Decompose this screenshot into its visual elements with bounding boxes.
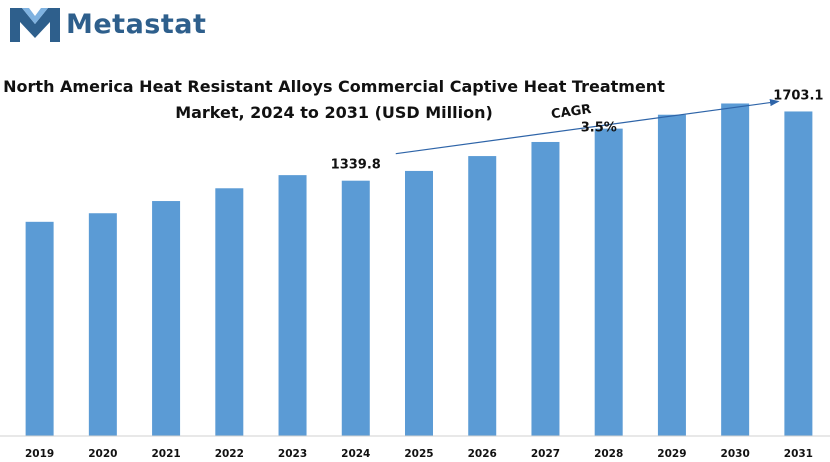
bar-2030 — [721, 103, 750, 436]
bar-2019 — [25, 221, 54, 436]
chart-title-line-2: Market, 2024 to 2031 (USD Million) — [175, 103, 493, 122]
bar-2028 — [594, 128, 623, 436]
bar-2027 — [531, 141, 560, 436]
x-tick-2023: 2023 — [278, 448, 307, 460]
bar-2029 — [657, 114, 686, 437]
x-tick-2028: 2028 — [594, 448, 623, 460]
chart-title: North America Heat Resistant Alloys Comm… — [0, 74, 668, 126]
x-tick-2026: 2026 — [468, 448, 497, 460]
data-label-2024: 1339.8 — [331, 158, 381, 173]
brand-name: Metastat — [66, 8, 207, 40]
x-tick-labels: 2019 2020 2021 2022 2023 2024 2025 2026 2027 2028… — [25, 448, 813, 460]
x-tick-2021: 2021 — [151, 448, 180, 460]
x-tick-2031: 2031 — [784, 448, 813, 460]
x-tick-2019: 2019 — [25, 448, 54, 460]
x-tick-2030: 2030 — [721, 448, 750, 460]
cagr-label: CAGR — [550, 102, 592, 122]
bar-2024 — [341, 180, 370, 436]
cagr-value: 3.5% — [581, 121, 617, 136]
bars-group — [25, 103, 813, 437]
x-tick-2024: 2024 — [341, 448, 370, 460]
x-tick-2027: 2027 — [531, 448, 560, 460]
bar-2031 — [784, 111, 813, 436]
brand-logo: Metastat — [8, 4, 206, 44]
x-tick-2029: 2029 — [657, 448, 686, 460]
bar-2022 — [215, 188, 244, 436]
x-tick-2025: 2025 — [404, 448, 433, 460]
x-tick-2020: 2020 — [88, 448, 117, 460]
bar-2023 — [278, 175, 307, 436]
data-labels: 1339.8 1703.1 — [331, 88, 824, 172]
x-tick-2022: 2022 — [215, 448, 244, 460]
bar-2020 — [88, 213, 117, 436]
bar-2026 — [468, 156, 497, 436]
metastat-logo-icon — [10, 8, 60, 42]
data-label-2031: 1703.1 — [773, 88, 823, 103]
bar-2021 — [152, 201, 181, 436]
bar-2025 — [405, 170, 433, 436]
cagr-arrow — [395, 99, 780, 155]
chart-title-line-1: North America Heat Resistant Alloys Comm… — [3, 77, 665, 96]
